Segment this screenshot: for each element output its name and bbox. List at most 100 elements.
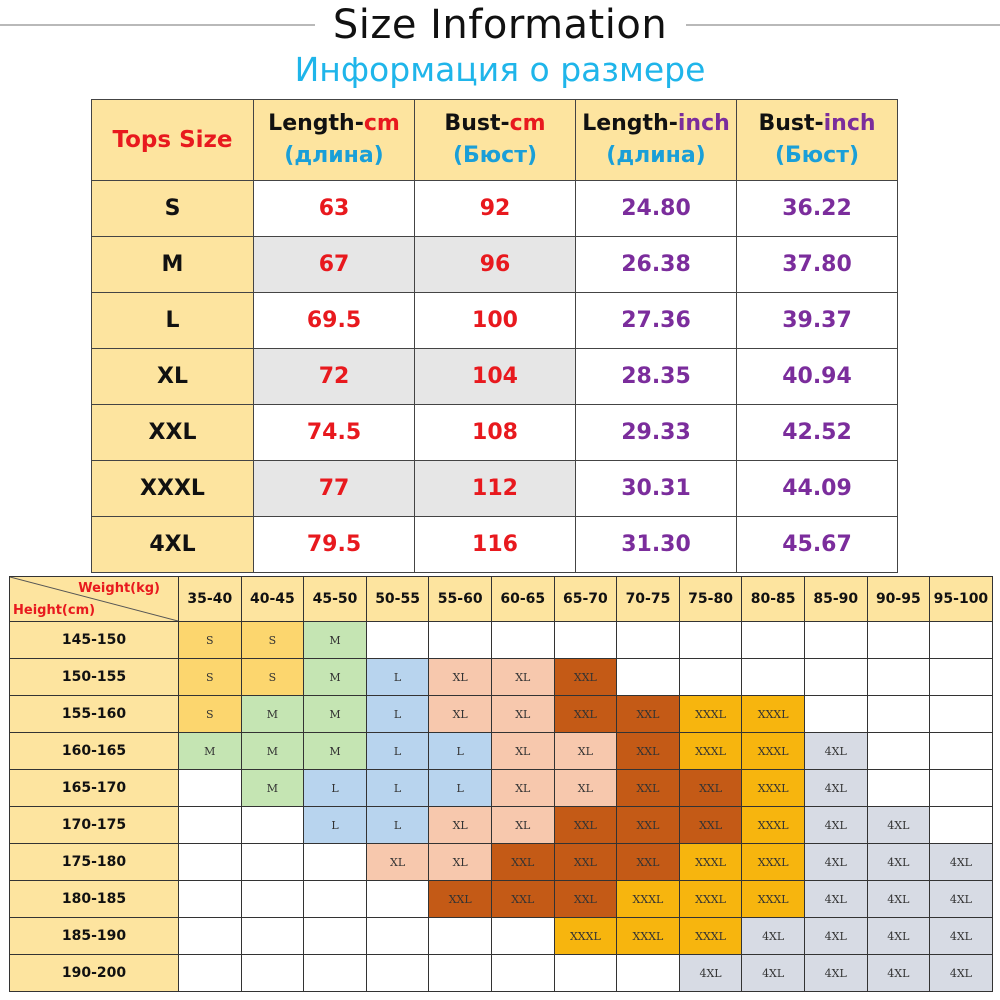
size-recommendation-cell: XXL bbox=[616, 695, 680, 733]
size-cell: 4XL bbox=[91, 516, 254, 573]
size-recommendation-cell: M bbox=[178, 732, 242, 770]
grid-row: 150-155 S S M L XL XL XXL bbox=[9, 658, 993, 696]
size-recommendation-cell: XL bbox=[428, 806, 492, 844]
empty-cell bbox=[240, 806, 305, 844]
empty-cell bbox=[490, 917, 555, 955]
empty-cell bbox=[803, 658, 868, 696]
size-cell: L bbox=[91, 292, 254, 349]
size-table-row: XXXL 77 112 30.31 44.09 bbox=[91, 460, 898, 517]
size-recommendation-cell: XL bbox=[553, 769, 618, 807]
size-recommendation-cell: 4XL bbox=[929, 843, 993, 881]
empty-cell bbox=[365, 954, 430, 992]
corner-diagonal-line bbox=[10, 577, 178, 621]
weight-header: 85-90 bbox=[803, 576, 868, 622]
empty-cell bbox=[240, 917, 305, 955]
grid-row: 175-180 XL XL XXL XXL XXL XXXL XXXL 4XL 4XL 4XL bbox=[9, 843, 993, 881]
size-cell: XXXL bbox=[91, 460, 254, 517]
size-recommendation-cell: 4XL bbox=[866, 843, 931, 881]
size-recommendation-cell: XL bbox=[490, 695, 555, 733]
empty-cell bbox=[616, 621, 680, 659]
size-recommendation-cell: XXL bbox=[678, 806, 743, 844]
weight-header: 70-75 bbox=[616, 576, 680, 622]
size-recommendation-cell: L bbox=[365, 806, 430, 844]
size-recommendation-cell: M bbox=[240, 732, 305, 770]
header-tops-size: Tops Size bbox=[91, 99, 254, 181]
page-subtitle: Информация о размере bbox=[294, 50, 706, 89]
size-recommendation-cell: XXXL bbox=[741, 695, 805, 733]
length-cm-cell: 72 bbox=[253, 348, 415, 405]
length-inch-cell: 27.36 bbox=[575, 292, 737, 349]
size-recommendation-cell: S bbox=[178, 658, 242, 696]
size-recommendation-cell: M bbox=[240, 769, 305, 807]
height-header: 180-185 bbox=[9, 880, 179, 918]
size-cell: M bbox=[91, 236, 254, 293]
length-cm-cell: 67 bbox=[253, 236, 415, 293]
size-recommendation-cell: XXL bbox=[490, 843, 555, 881]
empty-cell bbox=[866, 658, 931, 696]
size-recommendation-cell: XL bbox=[490, 732, 555, 770]
empty-cell bbox=[303, 917, 367, 955]
weight-header: 40-45 bbox=[240, 576, 305, 622]
size-recommendation-cell: XXXL bbox=[678, 695, 743, 733]
empty-cell bbox=[678, 658, 743, 696]
size-recommendation-cell: 4XL bbox=[803, 843, 868, 881]
size-recommendation-cell: L bbox=[428, 732, 492, 770]
size-recommendation-cell: S bbox=[178, 621, 242, 659]
length-inch-cell: 30.31 bbox=[575, 460, 737, 517]
size-recommendation-cell: M bbox=[240, 695, 305, 733]
size-recommendation-cell: XXXL bbox=[741, 843, 805, 881]
size-recommendation-cell: XXXL bbox=[678, 843, 743, 881]
size-recommendation-cell: XL bbox=[428, 695, 492, 733]
bust-cm-cell: 108 bbox=[414, 404, 576, 461]
header-bust-inch: Bust-inch (Бюст) bbox=[736, 99, 898, 181]
header-length-inch-main: Length- bbox=[582, 111, 678, 136]
bust-cm-cell: 116 bbox=[414, 516, 576, 573]
empty-cell bbox=[240, 880, 305, 918]
bust-inch-cell: 45.67 bbox=[736, 516, 898, 573]
empty-cell bbox=[929, 658, 993, 696]
empty-cell bbox=[428, 621, 492, 659]
header-length-cm-main: Length- bbox=[268, 111, 364, 136]
size-recommendation-cell: XL bbox=[553, 732, 618, 770]
size-cell: S bbox=[91, 180, 254, 237]
size-recommendation-cell: XXXL bbox=[678, 917, 743, 955]
empty-cell bbox=[741, 621, 805, 659]
header-bust-inch-unit: inch bbox=[823, 111, 876, 136]
empty-cell bbox=[303, 843, 367, 881]
size-recommendation-cell: XL bbox=[490, 806, 555, 844]
size-recommendation-cell: XXXL bbox=[741, 732, 805, 770]
size-recommendation-cell: S bbox=[178, 695, 242, 733]
size-recommendation-cell: 4XL bbox=[929, 917, 993, 955]
size-recommendation-cell: XXL bbox=[616, 806, 680, 844]
height-header: 145-150 bbox=[9, 621, 179, 659]
size-recommendation-cell: XXL bbox=[553, 806, 618, 844]
header-bust-cm-unit: cm bbox=[509, 111, 546, 136]
size-recommendation-cell: XXL bbox=[490, 880, 555, 918]
weight-header: 45-50 bbox=[303, 576, 367, 622]
size-recommendation-cell: XXL bbox=[553, 880, 618, 918]
header-length-inch-unit: inch bbox=[677, 111, 730, 136]
empty-cell bbox=[803, 695, 868, 733]
empty-cell bbox=[178, 806, 242, 844]
size-table-row: XXL 74.5 108 29.33 42.52 bbox=[91, 404, 898, 461]
header-tops-size-label: Tops Size bbox=[112, 126, 233, 153]
title-divider-right bbox=[686, 24, 1000, 26]
size-recommendation-cell: XL bbox=[490, 769, 555, 807]
weight-header: 35-40 bbox=[178, 576, 242, 622]
size-recommendation-cell: XXL bbox=[616, 732, 680, 770]
empty-cell bbox=[803, 621, 868, 659]
size-recommendation-cell: 4XL bbox=[803, 880, 868, 918]
size-recommendation-cell: 4XL bbox=[866, 917, 931, 955]
height-header: 175-180 bbox=[9, 843, 179, 881]
height-axis-label: Height(cm) bbox=[13, 603, 96, 618]
weight-header: 95-100 bbox=[929, 576, 993, 622]
size-recommendation-cell: M bbox=[303, 658, 367, 696]
empty-cell bbox=[178, 843, 242, 881]
weight-header: 90-95 bbox=[866, 576, 931, 622]
grid-row: 165-170 M L L L XL XL XXL XXL XXXL 4XL bbox=[9, 769, 993, 807]
bust-inch-cell: 36.22 bbox=[736, 180, 898, 237]
size-recommendation-cell: XL bbox=[428, 658, 492, 696]
bust-inch-cell: 37.80 bbox=[736, 236, 898, 293]
length-cm-cell: 79.5 bbox=[253, 516, 415, 573]
bust-inch-cell: 42.52 bbox=[736, 404, 898, 461]
